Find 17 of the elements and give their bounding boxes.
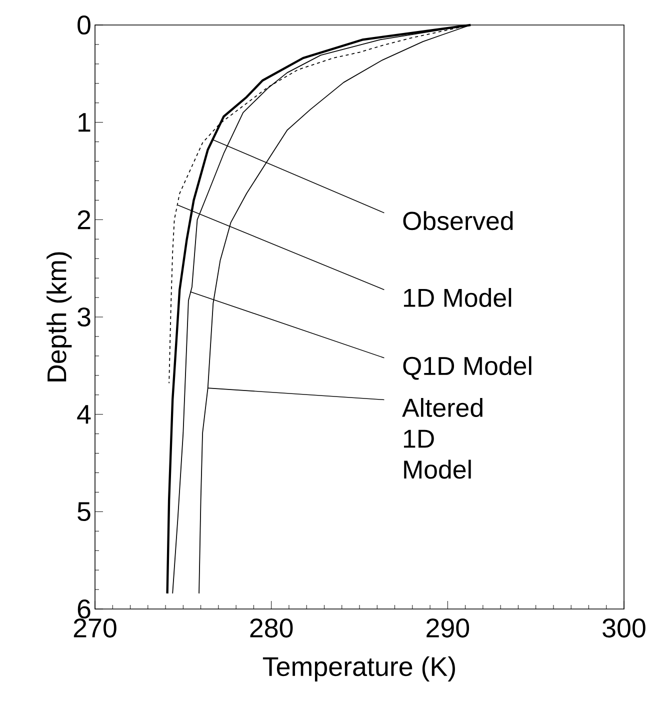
y-tick-label: 2 — [78, 210, 90, 230]
x-tick-label: 290 — [426, 618, 470, 638]
x-tick-label: 280 — [250, 618, 293, 638]
y-tick-label: 5 — [78, 502, 90, 522]
y-tick-label: 1 — [78, 113, 90, 132]
y-tick-label: 3 — [78, 307, 90, 327]
x-tick-label: 270 — [74, 618, 116, 638]
y-tick-label: 6 — [78, 599, 90, 619]
y-tick-label: 0 — [78, 15, 90, 35]
y-tick-label: 4 — [77, 405, 91, 424]
x-tick-label: 300 — [602, 618, 646, 638]
annotation: 1D Model — [404, 288, 512, 308]
annotation: Observed — [403, 211, 513, 230]
y-axis-title: Depth (km) — [46, 252, 72, 382]
x-axis-title: Temperature (K) — [262, 656, 455, 682]
annotation: Q1D Model — [403, 356, 532, 380]
annotation: Altered 1D Model — [402, 398, 482, 479]
